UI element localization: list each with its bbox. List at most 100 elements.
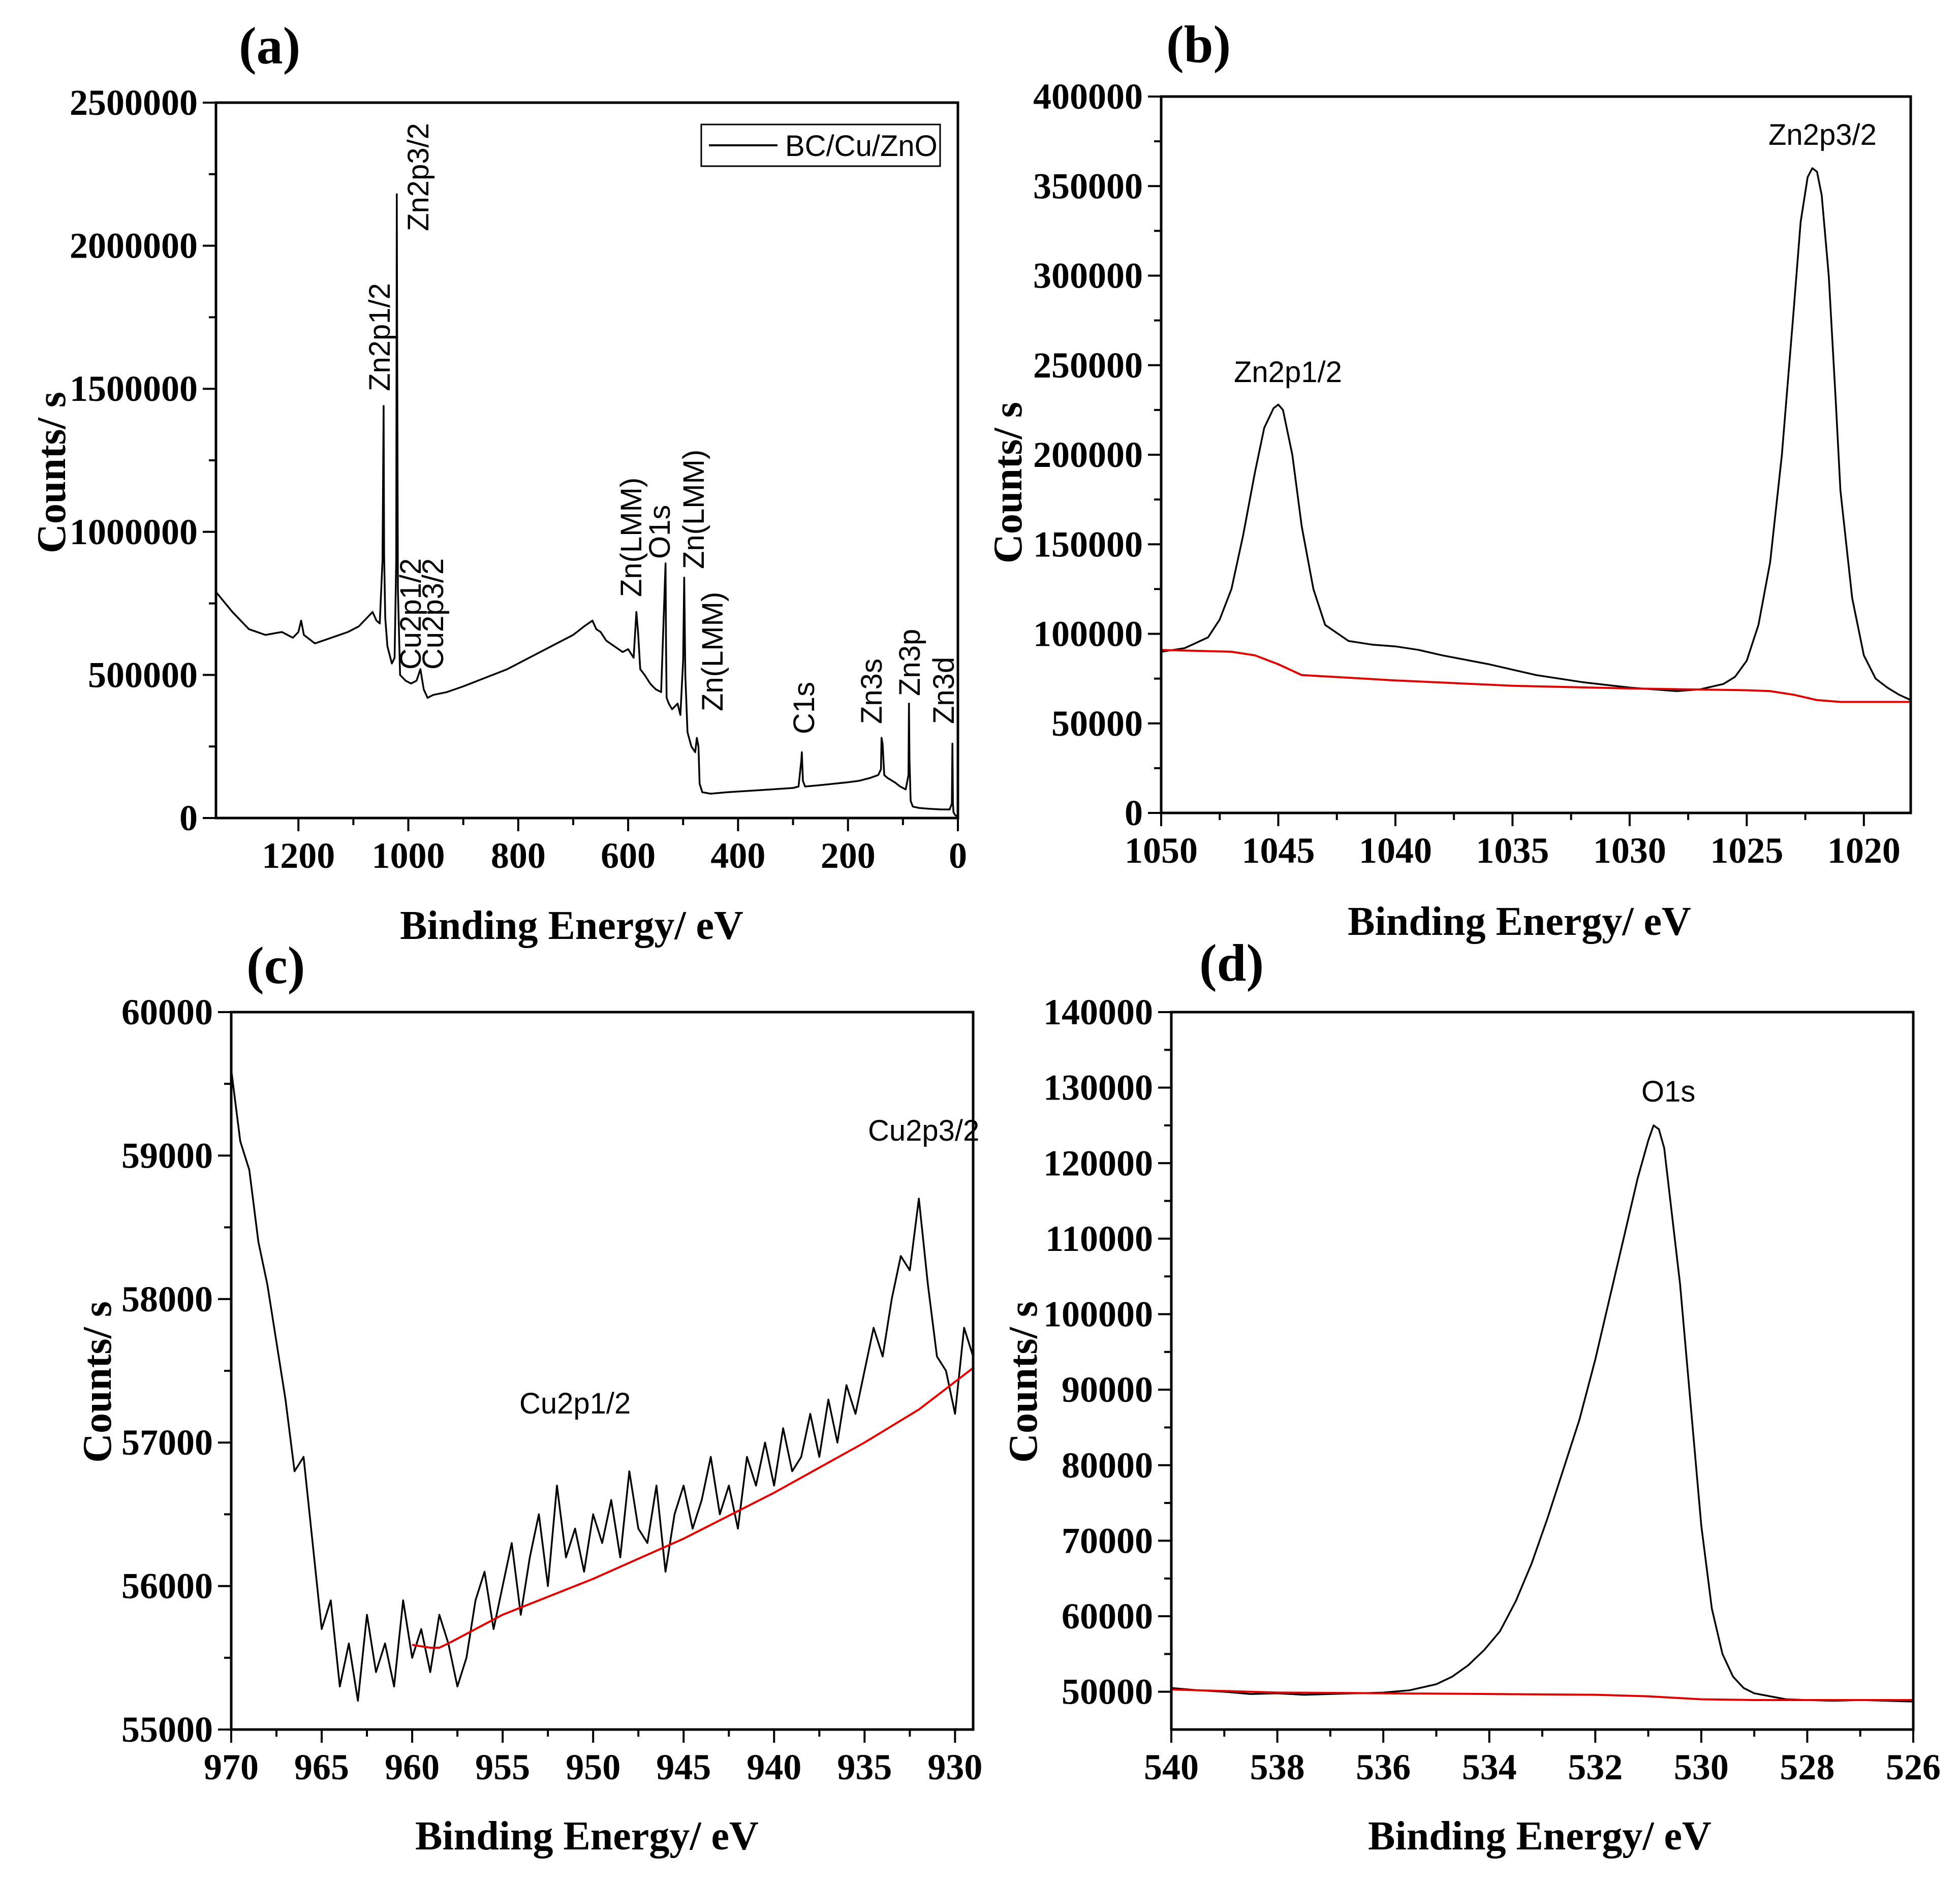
panel-d-ytick-label: 120000 bbox=[1043, 1143, 1153, 1183]
panel-d-xticks: 540 538 536 534 532 530 528 526 bbox=[1144, 1730, 1941, 1787]
peak-label-cu2p1-2: Cu2p1/2 bbox=[519, 1387, 631, 1420]
panel-a-ytick-label: 2500000 bbox=[70, 82, 198, 123]
panel-b-x-axis-title: Binding Energy/ eV bbox=[1348, 899, 1691, 944]
panel-c-ytick-label: 58000 bbox=[121, 1279, 213, 1320]
panel-d-xtick-label: 536 bbox=[1356, 1747, 1411, 1787]
panel-d-ytick-label: 140000 bbox=[1043, 992, 1153, 1032]
panel-b-ytick-label: 100000 bbox=[1033, 614, 1143, 654]
panel-b-xtick-label: 1035 bbox=[1476, 830, 1549, 871]
panel-b-xtick-label: 1040 bbox=[1359, 830, 1432, 871]
panel-a-xtick-label: 800 bbox=[491, 835, 546, 876]
panel-a-label: (a) bbox=[239, 17, 300, 75]
panel-a-yticks: 0 500000 1000000 1500000 2000000 2500000 bbox=[70, 82, 216, 838]
panel-b-plot-frame bbox=[1160, 95, 1912, 814]
panel-a-xtick-label: 1200 bbox=[262, 835, 335, 876]
panel-d-ytick-label: 60000 bbox=[1062, 1596, 1153, 1637]
panel-c-ytick-label: 55000 bbox=[121, 1709, 213, 1750]
panel-c-series-spectrum bbox=[230, 1069, 974, 1702]
panel-d-ytick-label: 110000 bbox=[1045, 1218, 1153, 1259]
panel-b-ytick-label: 300000 bbox=[1033, 256, 1143, 296]
panel-d-xtick-label: 538 bbox=[1250, 1747, 1305, 1787]
panel-d-ytick-label: 90000 bbox=[1062, 1369, 1153, 1410]
panel-c-cu2p: (c) 55000 56000 57000 58000 59000 60000 970 96… bbox=[75, 936, 982, 1859]
panel-c-xtick-label: 940 bbox=[746, 1747, 801, 1787]
peak-label-cu2p1-2: Cu2p1/2 bbox=[394, 558, 427, 670]
panel-c-xtick-label: 965 bbox=[294, 1747, 349, 1787]
panel-a-ytick-label: 500000 bbox=[88, 654, 198, 695]
panel-a-survey: (a) 05000001000000150000020000002500000 … bbox=[29, 17, 967, 948]
panel-b-y-axis-title: Counts/ s bbox=[986, 402, 1031, 563]
peak-label-zn2p1-2: Zn2p1/2 bbox=[1234, 356, 1342, 389]
panel-d-xtick-label: 528 bbox=[1780, 1747, 1834, 1787]
panel-b-ytick-label: 0 bbox=[1125, 793, 1143, 833]
peak-label-zn3s: Zn3s bbox=[855, 658, 888, 724]
panel-d-xtick-label: 526 bbox=[1886, 1747, 1941, 1787]
panel-c-ytick-label: 56000 bbox=[121, 1566, 213, 1607]
peak-label-zn-lmm-1: Zn(LMM) bbox=[615, 478, 648, 597]
peak-label-zn3d: Zn3d bbox=[927, 657, 960, 724]
panel-b-ytick-label: 350000 bbox=[1033, 166, 1143, 206]
panel-d-yticks: 50000 60000 70000 80000 90000 100000 110000 120… bbox=[1043, 992, 1171, 1712]
panel-b-zn2p: (b) 0 50000 100000 150000 200000 250000 300000… bbox=[986, 15, 1912, 944]
panel-b-xtick-label: 1050 bbox=[1125, 830, 1198, 871]
panel-b-ytick-label: 200000 bbox=[1033, 434, 1143, 475]
panel-c-ytick-label: 59000 bbox=[121, 1135, 213, 1176]
panel-c-xtick-label: 945 bbox=[656, 1747, 711, 1787]
panel-b-xtick-label: 1030 bbox=[1593, 830, 1666, 871]
panel-b-series-background bbox=[1161, 649, 1911, 703]
panel-b-label: (b) bbox=[1166, 15, 1231, 74]
panel-c-ytick-label: 60000 bbox=[121, 992, 213, 1032]
panel-b-ytick-label: 150000 bbox=[1033, 524, 1143, 564]
panel-d-ytick-label: 100000 bbox=[1043, 1294, 1153, 1335]
panel-c-xtick-label: 960 bbox=[385, 1747, 440, 1787]
panel-a-plot-frame bbox=[214, 101, 959, 820]
panel-a-series bbox=[215, 193, 958, 818]
panel-d-plot-frame bbox=[1170, 1011, 1915, 1731]
panel-a-xtick-label: 200 bbox=[821, 835, 876, 876]
panel-d-ytick-label: 130000 bbox=[1043, 1067, 1153, 1108]
panel-d-ytick-label: 70000 bbox=[1062, 1520, 1153, 1561]
peak-label-o1s: O1s bbox=[1641, 1075, 1695, 1108]
panel-d-y-axis-title: Counts/ s bbox=[1001, 1301, 1046, 1463]
panel-c-series-background bbox=[412, 1367, 974, 1649]
peak-label-zn2p3-2: Zn2p3/2 bbox=[402, 123, 435, 231]
peak-label-zn-lmm-3: Zn(LMM) bbox=[696, 592, 729, 711]
panel-c-xticks: 970 965 960 955 950 945 940 935 930 bbox=[204, 1730, 982, 1787]
panel-b-ytick-label: 250000 bbox=[1033, 345, 1143, 386]
panel-a-xtick-label: 0 bbox=[949, 835, 967, 876]
panel-d-peak-labels: O1s bbox=[1641, 1075, 1695, 1108]
peak-label-zn2p3-2: Zn2p3/2 bbox=[1768, 118, 1877, 151]
panel-a-xtick-label: 400 bbox=[710, 835, 765, 876]
panel-b-series bbox=[1161, 167, 1911, 703]
panel-d-xtick-label: 532 bbox=[1568, 1747, 1623, 1787]
panel-a-xtick-label: 600 bbox=[601, 835, 656, 876]
peak-label-zn2p1-2: Zn2p1/2 bbox=[363, 283, 396, 391]
panel-d-x-axis-title: Binding Energy/ eV bbox=[1368, 1814, 1712, 1859]
peak-label-zn3p: Zn3p bbox=[893, 629, 926, 696]
panel-a-ytick-label: 0 bbox=[179, 798, 198, 838]
panel-b-xtick-label: 1025 bbox=[1710, 830, 1783, 871]
panel-c-x-axis-title: Binding Energy/ eV bbox=[415, 1814, 759, 1859]
panel-a-xtick-label: 1000 bbox=[372, 835, 445, 876]
panel-a-ytick-label: 1500000 bbox=[70, 368, 198, 409]
panel-a-xticks: 1200 1000 800 600 400 200 0 bbox=[262, 818, 967, 876]
panel-d-ytick-label: 50000 bbox=[1062, 1672, 1153, 1712]
panel-a-legend: BC/Cu/ZnO bbox=[700, 123, 941, 167]
panel-c-ytick-label: 57000 bbox=[121, 1422, 213, 1463]
peak-label-zn-lmm-2: Zn(LMM) bbox=[677, 450, 710, 569]
panel-d-label: (d) bbox=[1199, 934, 1264, 992]
panel-c-peak-labels: Cu2p3/2 Cu2p1/2 bbox=[519, 1114, 979, 1420]
panel-d-xtick-label: 534 bbox=[1462, 1747, 1517, 1787]
panel-a-ytick-label: 2000000 bbox=[70, 226, 198, 266]
panel-b-ytick-label: 50000 bbox=[1051, 703, 1143, 744]
panel-c-xtick-label: 930 bbox=[927, 1747, 982, 1787]
panel-c-label: (c) bbox=[246, 936, 305, 995]
panel-c-series bbox=[230, 1069, 974, 1702]
panel-b-xtick-label: 1045 bbox=[1241, 830, 1315, 871]
panel-a-x-axis-title: Binding Energy/ eV bbox=[400, 903, 743, 948]
panel-c-xtick-label: 955 bbox=[475, 1747, 530, 1787]
peak-label-cu2p3-2: Cu2p3/2 bbox=[868, 1114, 979, 1147]
panel-d-series-background bbox=[1171, 1688, 1913, 1701]
